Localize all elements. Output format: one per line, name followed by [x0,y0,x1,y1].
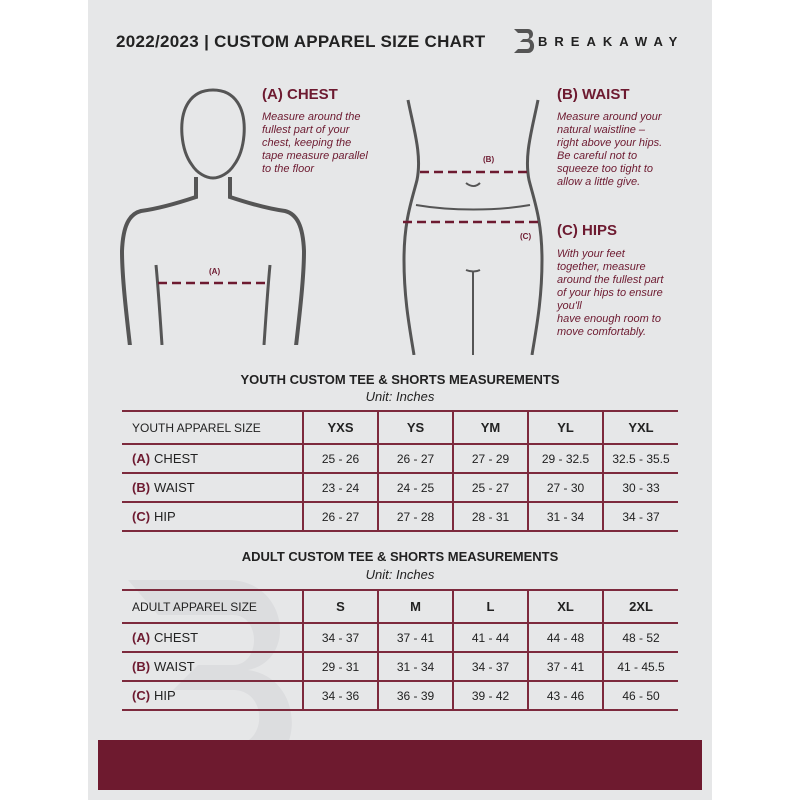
size-header: YL [527,410,603,445]
size-header: YS [377,410,453,445]
measurement-cell: 24 - 25 [377,472,453,503]
row-label: (B) WAIST [122,651,303,682]
chest-marker: (A) [209,267,221,276]
waist-marker: (B) [483,155,495,164]
row-label: (C) HIP [122,680,303,711]
measurement-cell: 41 - 45.5 [602,651,678,682]
size-header: M [377,589,453,624]
measurement-cell: 37 - 41 [527,651,603,682]
corner-label: YOUTH APPAREL SIZE [122,410,303,445]
measurement-cell: 31 - 34 [377,651,453,682]
chest-description: Measure around the fullest part of your ch… [262,111,368,175]
measurement-cell: 28 - 31 [452,501,528,532]
row-letter: (A) [132,451,151,466]
measurement-cell: 26 - 27 [377,443,453,474]
size-header: 2XL [602,589,678,624]
footer-bar [98,740,702,790]
hips-heading: (C) HIPS [557,222,617,239]
table-row: (A) CHEST 34 - 37 37 - 41 41 - 44 44 - 48 48 -… [122,622,678,653]
corner-label: ADULT APPAREL SIZE [122,589,303,624]
row-name: WAIST [154,659,195,674]
measurement-cell: 25 - 26 [302,443,378,474]
measurement-cell: 27 - 28 [377,501,453,532]
measurement-cell: 25 - 27 [452,472,528,503]
measurement-cell: 39 - 42 [452,680,528,711]
measurement-cell: 31 - 34 [527,501,603,532]
table-row: (B) WAIST 29 - 31 31 - 34 34 - 37 37 - 41 41 -… [122,651,678,682]
upper-body-illustration [119,88,307,345]
measurement-cell: 27 - 29 [452,443,528,474]
size-header: L [452,589,528,624]
row-name: WAIST [154,480,195,495]
row-name: HIP [154,688,176,703]
table-row: (A) CHEST 25 - 26 26 - 27 27 - 29 29 - 32.5 32… [122,443,678,474]
size-header: XL [527,589,603,624]
row-label: (C) HIP [122,501,303,532]
youth-section-title: YOUTH CUSTOM TEE & SHORTS MEASUREMENTS [240,372,560,387]
measurement-cell: 26 - 27 [302,501,378,532]
chest-heading: (A) CHEST [262,86,338,103]
measurement-cell: 46 - 50 [602,680,678,711]
measurement-cell: 29 - 32.5 [527,443,603,474]
row-letter: (B) [132,480,151,495]
row-label: (A) CHEST [122,443,303,474]
row-name: HIP [154,509,176,524]
hips-marker: (C) [520,232,532,241]
size-header: S [302,589,378,624]
row-label: (B) WAIST [122,472,303,503]
measurement-cell: 27 - 30 [527,472,603,503]
header-row: ADULT APPAREL SIZE S M L XL 2XL [122,589,678,624]
size-header: YXS [302,410,378,445]
measurement-cell: 44 - 48 [527,622,603,653]
measurement-cell: 34 - 37 [302,622,378,653]
measurement-cell: 32.5 - 35.5 [602,443,678,474]
measurement-cell: 30 - 33 [602,472,678,503]
youth-unit: Unit: Inches [365,389,435,404]
breakaway-logo-icon [514,29,535,53]
measurement-cell: 34 - 37 [452,651,528,682]
size-chart-page: 2022/2023 | CUSTOM APPAREL SIZE CHART BR… [88,0,712,800]
measurement-cell: 37 - 41 [377,622,453,653]
table-row: (C) HIP 34 - 36 36 - 39 39 - 42 43 - 46 46 - 5… [122,680,678,711]
adult-unit: Unit: Inches [365,567,435,582]
row-label: (A) CHEST [122,622,303,653]
measurement-cell: 43 - 46 [527,680,603,711]
row-letter: (C) [132,509,151,524]
measurement-cell: 29 - 31 [302,651,378,682]
lower-body-illustration [402,99,544,355]
adult-section-title: ADULT CUSTOM TEE & SHORTS MEASUREMENTS [241,549,559,564]
row-letter: (B) [132,659,151,674]
measurement-cell: 48 - 52 [602,622,678,653]
waist-heading: (B) WAIST [557,86,630,103]
table-row: (C) HIP 26 - 27 27 - 28 28 - 31 31 - 34 34 - 3… [122,501,678,532]
row-name: CHEST [154,451,199,466]
size-header: YM [452,410,528,445]
row-letter: (A) [132,630,151,645]
row-name: CHEST [154,630,199,645]
brand-name: BREAKAWAY [538,34,685,49]
measurement-cell: 34 - 37 [602,501,678,532]
measurement-cell: 34 - 36 [302,680,378,711]
measurement-cell: 41 - 44 [452,622,528,653]
youth-size-table: YOUTH APPAREL SIZE YXS YS YM YL YXL (A) CHEST 25… [122,410,678,532]
page-title: 2022/2023 | CUSTOM APPAREL SIZE CHART [116,32,486,51]
hips-description: With your feet together, measure around th… [557,248,664,338]
measurement-cell: 23 - 24 [302,472,378,503]
header-row: YOUTH APPAREL SIZE YXS YS YM YL YXL [122,410,678,445]
table-row: (B) WAIST 23 - 24 24 - 25 25 - 27 27 - 30 30 -… [122,472,678,503]
adult-size-table: ADULT APPAREL SIZE S M L XL 2XL (A) CHEST 34 - 3… [122,589,678,711]
size-header: YXL [602,410,678,445]
waist-description: Measure around your natural waistline – ri… [557,111,663,188]
row-letter: (C) [132,688,151,703]
measurement-cell: 36 - 39 [377,680,453,711]
